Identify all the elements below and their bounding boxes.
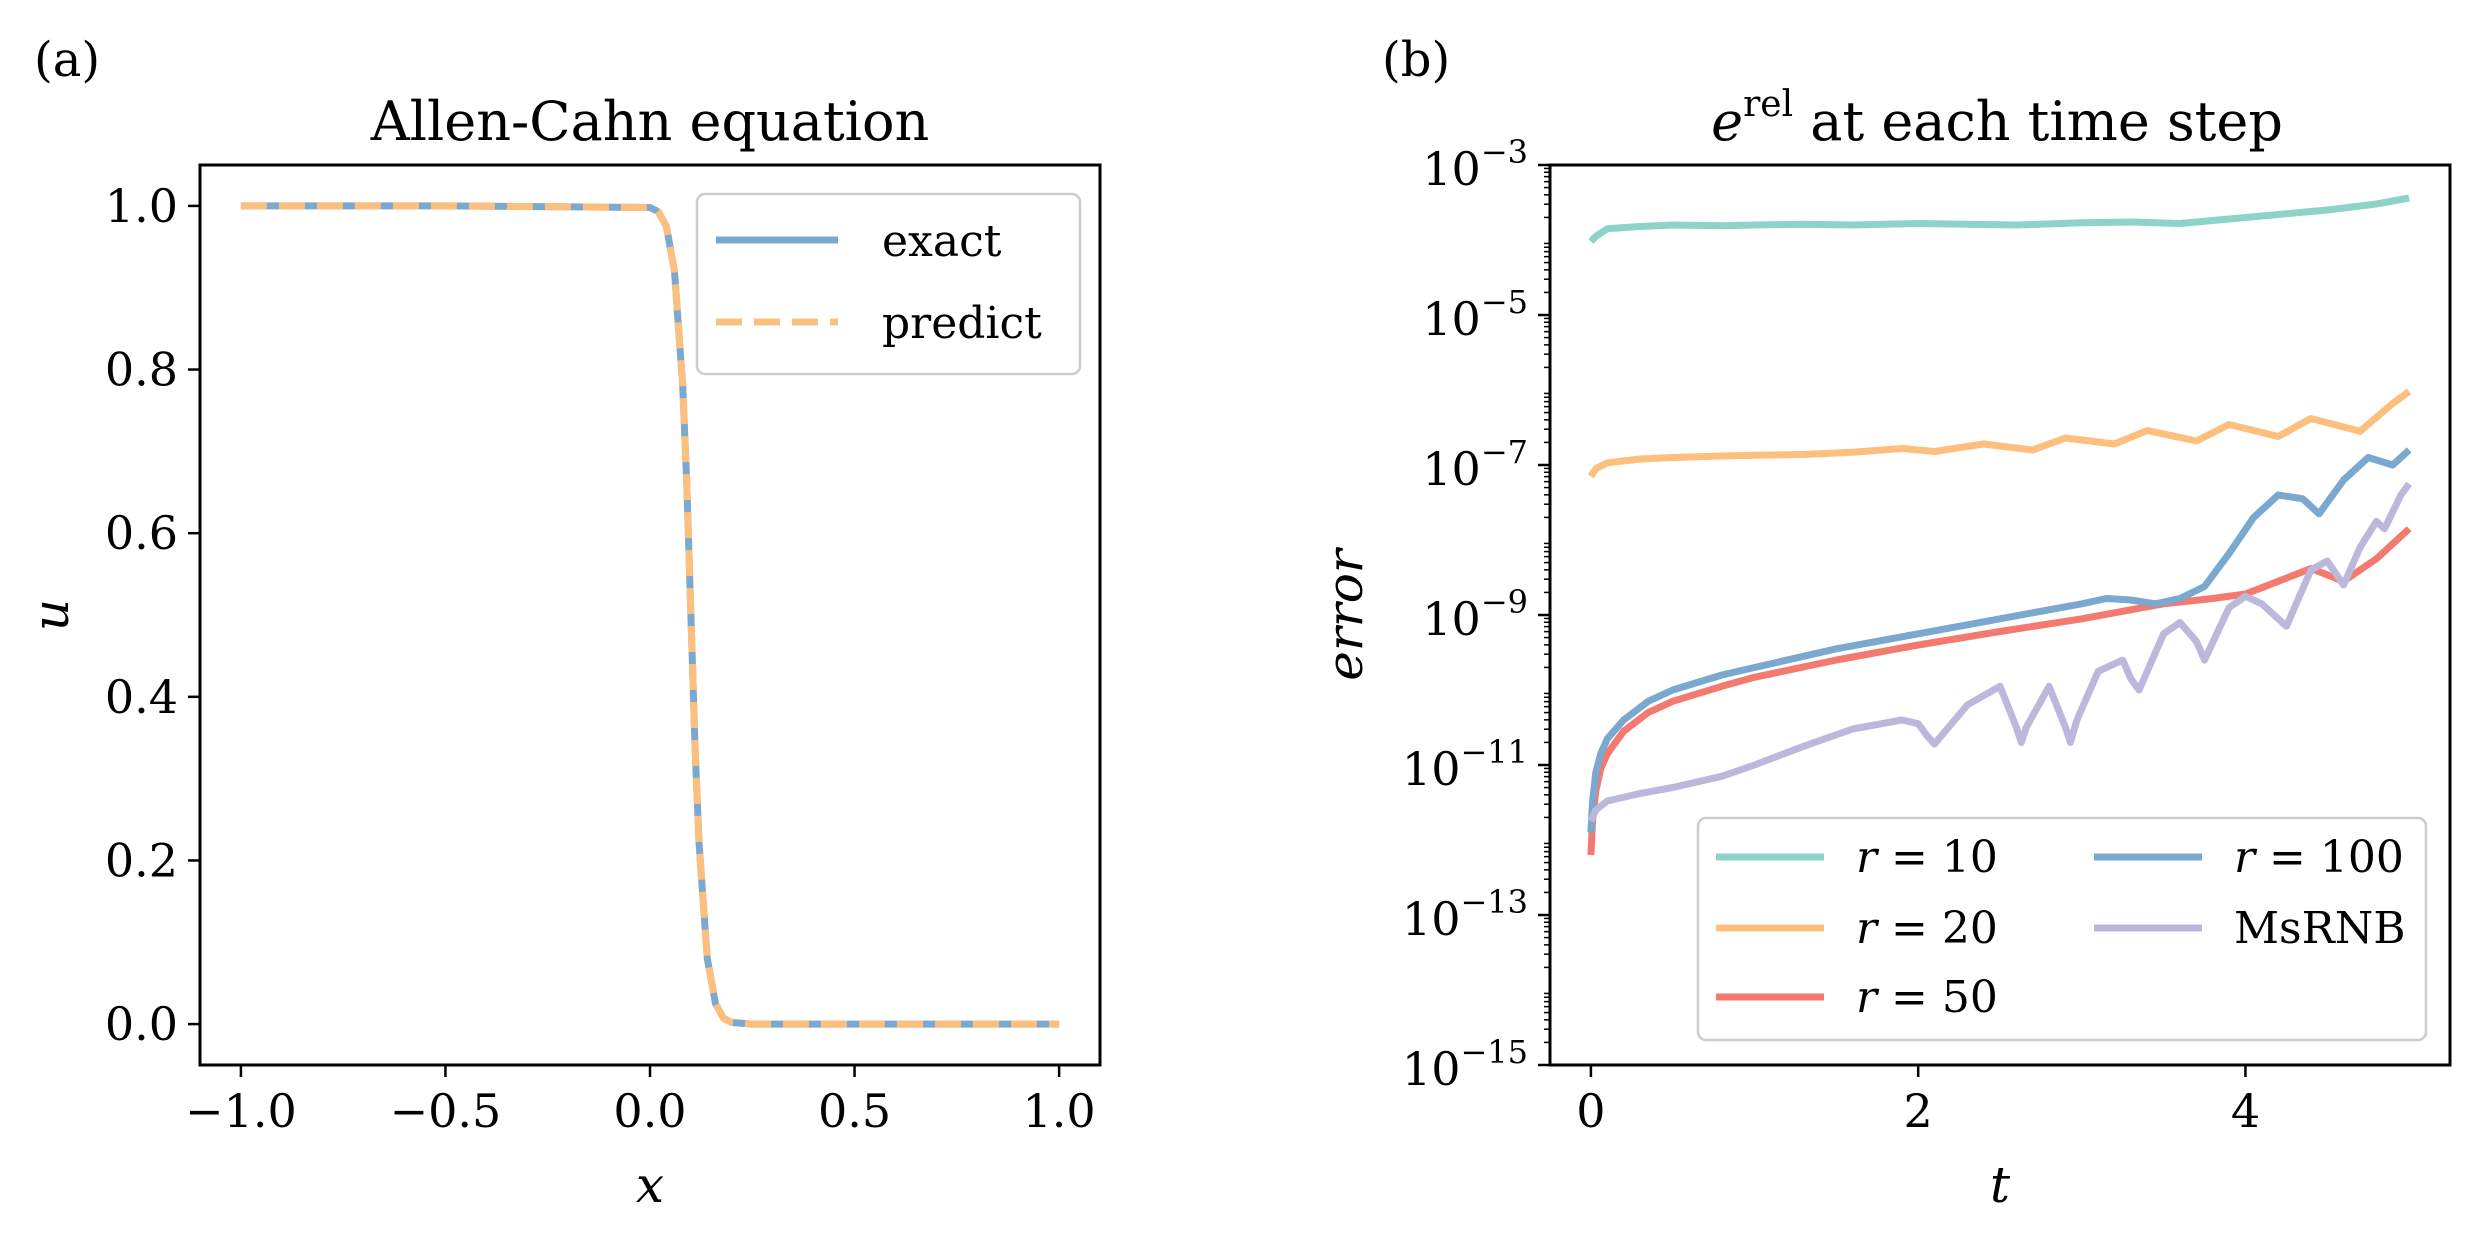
chart-a-frame: [198, 163, 1102, 1067]
legend-label-exact: exact: [882, 216, 1002, 267]
chart-a-ytick-label: 0.4: [105, 670, 178, 724]
chart-b-title: erel at each time step: [1711, 84, 2283, 153]
chart-a-title: Allen-Cahn equation: [370, 90, 930, 153]
chart-b-lines: [1587, 194, 2412, 856]
chart-b-legend-box: [1696, 816, 2428, 1042]
chart-b-xtick-label: 0: [1576, 1084, 1605, 1138]
series-line-predict: [240, 202, 1060, 1028]
chart-a-xtick-label: −1.0: [185, 1084, 297, 1138]
chart-b-ytick-label: 10−5: [1422, 283, 1528, 346]
chart-a-ytick-label: 1.0: [105, 179, 178, 233]
chart-b-ytick-label: 10−15: [1402, 1033, 1528, 1096]
panel-label-a: (a): [34, 32, 100, 88]
chart-b-xtick-label: 2: [1904, 1084, 1933, 1138]
chart-b-xlabel: t: [1990, 1156, 2011, 1214]
legend-label-r=20: r = 20: [1856, 903, 1998, 954]
legend-label-predict: predict: [882, 298, 1042, 349]
chart-b-ytick-label: 10−13: [1402, 883, 1528, 946]
chart-b-title-sup: rel: [1743, 84, 1793, 125]
chart-b-ytick-label: 10−7: [1422, 433, 1528, 496]
chart-a-legend: exact predict: [695, 192, 1082, 376]
chart-b-ytick-label: 10−3: [1422, 133, 1528, 196]
series-line-r=50: [1587, 526, 2412, 856]
series-line-r=10: [1588, 194, 2410, 244]
series-line-r=100: [1587, 447, 2412, 833]
chart-a-ytick-label: 0.0: [105, 997, 178, 1051]
legend-label-r=10: r = 10: [1856, 832, 1998, 883]
chart-a-xtick-label: −0.5: [390, 1084, 502, 1138]
chart-a-xlabel: x: [636, 1156, 664, 1214]
chart-a-ytick-label: 0.2: [105, 833, 178, 887]
chart-a-ytick-label: 0.8: [105, 343, 178, 397]
series-line-MsRNB: [1587, 481, 2412, 823]
chart-a-xtick-label: 0.0: [613, 1084, 686, 1138]
chart-a-ylabel: u: [22, 599, 80, 631]
chart-b-ytick-label: 10−9: [1422, 583, 1528, 646]
allen-cahn-chart: Allen-Cahn equation −1.0 −0.5 0.0 0.5 1.0 0.0…: [22, 90, 1102, 1214]
chart-a-xtick-label: 1.0: [1023, 1084, 1096, 1138]
chart-a-xtick-label: 0.5: [818, 1084, 891, 1138]
legend-label-r=100: r = 100: [2234, 832, 2404, 883]
series-line-r=20: [1587, 388, 2412, 479]
chart-a-lines: [240, 202, 1060, 1028]
chart-b-ylabel: error: [1316, 546, 1374, 680]
chart-b-legend: r = 10 r = 20 r = 50 r = 100 MsRNB: [1696, 816, 2428, 1042]
chart-b-ytick-label: 10−11: [1402, 733, 1528, 796]
chart-a-ytick-label: 0.6: [105, 506, 178, 560]
panel-label-b: (b): [1382, 32, 1450, 88]
chart-b-frame: [1548, 163, 2452, 1067]
chart-b-xtick-label: 4: [2231, 1084, 2260, 1138]
legend-label-MsRNB: MsRNB: [2234, 903, 2406, 954]
chart-b-title-e: e: [1711, 90, 1743, 153]
error-chart: erel at each time step 0 2 4 10−3 10−5 10−7 10…: [1316, 84, 2452, 1214]
chart-b-title-rest: at each time step: [1793, 90, 2283, 153]
legend-label-r=50: r = 50: [1856, 972, 1998, 1023]
